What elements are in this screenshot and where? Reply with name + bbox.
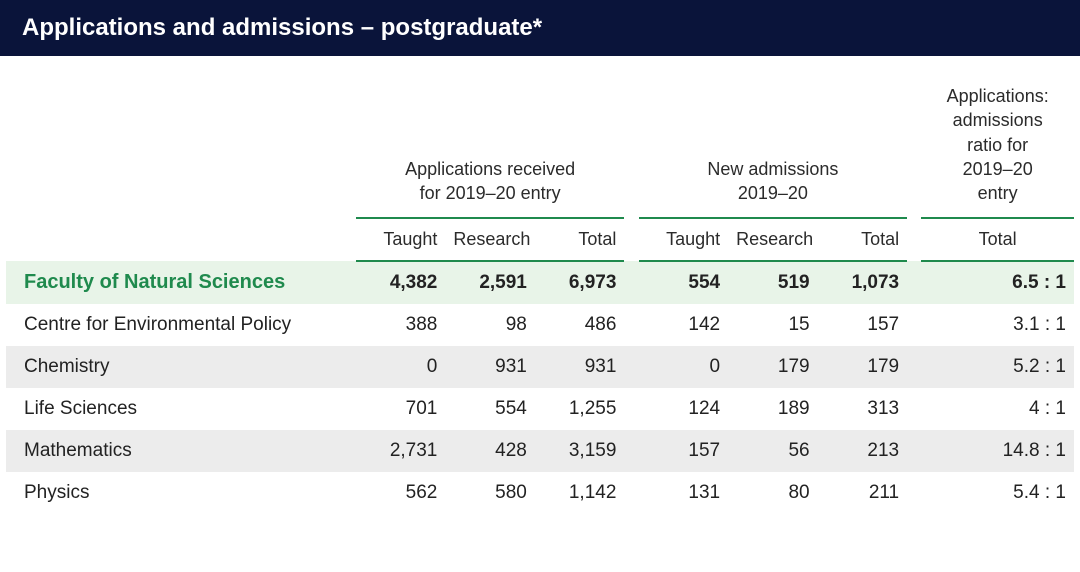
row-label: Chemistry [6, 346, 342, 388]
cell-value: 486 [535, 304, 625, 346]
table-row: Mathematics 2,7314283,159 15756213 14.8 : 1 [6, 430, 1074, 472]
col-group-applications: Applications receivedfor 2019–20 entry [356, 56, 625, 218]
cell-value: 56 [728, 430, 818, 472]
col-group-admissions: New admissions2019–20 [639, 56, 908, 218]
cell-value: 6.5 : 1 [921, 261, 1074, 304]
cell-value: 142 [639, 304, 729, 346]
col-ratio-total: Total [921, 218, 1074, 261]
cell-value: 2,731 [356, 430, 446, 472]
cell-value: 701 [356, 388, 446, 430]
cell-value: 157 [639, 430, 729, 472]
cell-value: 157 [818, 304, 908, 346]
cell-value: 14.8 : 1 [921, 430, 1074, 472]
col-adm-taught: Taught [639, 218, 729, 261]
cell-value: 3.1 : 1 [921, 304, 1074, 346]
cell-value: 3,159 [535, 430, 625, 472]
cell-value: 428 [445, 430, 535, 472]
cell-value: 313 [818, 388, 908, 430]
cell-value: 179 [818, 346, 908, 388]
col-apps-total: Total [535, 218, 625, 261]
row-label: Faculty of Natural Sciences [6, 261, 342, 304]
cell-value: 0 [356, 346, 446, 388]
cell-value: 2,591 [445, 261, 535, 304]
cell-value: 5.2 : 1 [921, 346, 1074, 388]
cell-value: 1,073 [818, 261, 908, 304]
col-apps-taught: Taught [356, 218, 446, 261]
row-label: Mathematics [6, 430, 342, 472]
cell-value: 554 [639, 261, 729, 304]
col-apps-research: Research [445, 218, 535, 261]
admissions-table-wrap: Applications receivedfor 2019–20 entry N… [0, 56, 1080, 514]
page-title: Applications and admissions – postgradua… [0, 0, 1080, 56]
cell-value: 5.4 : 1 [921, 472, 1074, 514]
cell-value: 124 [639, 388, 729, 430]
cell-value: 211 [818, 472, 908, 514]
table-row: Faculty of Natural Sciences 4,3822,5916,9… [6, 261, 1074, 304]
row-label: Centre for Environmental Policy [6, 304, 342, 346]
cell-value: 6,973 [535, 261, 625, 304]
cell-value: 562 [356, 472, 446, 514]
cell-value: 1,255 [535, 388, 625, 430]
table-row: Chemistry093193101791795.2 : 1 [6, 346, 1074, 388]
cell-value: 580 [445, 472, 535, 514]
col-group-ratio: Applications:admissionsratio for2019–20e… [921, 56, 1074, 218]
cell-value: 554 [445, 388, 535, 430]
cell-value: 80 [728, 472, 818, 514]
cell-value: 131 [639, 472, 729, 514]
cell-value: 4,382 [356, 261, 446, 304]
admissions-table: Applications receivedfor 2019–20 entry N… [6, 56, 1074, 514]
table-row: Physics 5625801,142 13180211 5.4 : 1 [6, 472, 1074, 514]
table-row: Life Sciences 7015541,255 124189313 4 : 1 [6, 388, 1074, 430]
cell-value: 4 : 1 [921, 388, 1074, 430]
cell-value: 213 [818, 430, 908, 472]
cell-value: 0 [639, 346, 729, 388]
row-label: Physics [6, 472, 342, 514]
cell-value: 931 [535, 346, 625, 388]
cell-value: 1,142 [535, 472, 625, 514]
header-group-row: Applications receivedfor 2019–20 entry N… [6, 56, 1074, 218]
cell-value: 189 [728, 388, 818, 430]
table-row: Centre for Environmental Policy 38898486 1… [6, 304, 1074, 346]
cell-value: 519 [728, 261, 818, 304]
cell-value: 98 [445, 304, 535, 346]
cell-value: 179 [728, 346, 818, 388]
cell-value: 388 [356, 304, 446, 346]
col-adm-research: Research [728, 218, 818, 261]
cell-value: 15 [728, 304, 818, 346]
row-label: Life Sciences [6, 388, 342, 430]
col-adm-total: Total [818, 218, 908, 261]
header-sub-row: Taught Research Total Taught Research To… [6, 218, 1074, 261]
cell-value: 931 [445, 346, 535, 388]
table-body: Faculty of Natural Sciences 4,3822,5916,9… [6, 261, 1074, 514]
